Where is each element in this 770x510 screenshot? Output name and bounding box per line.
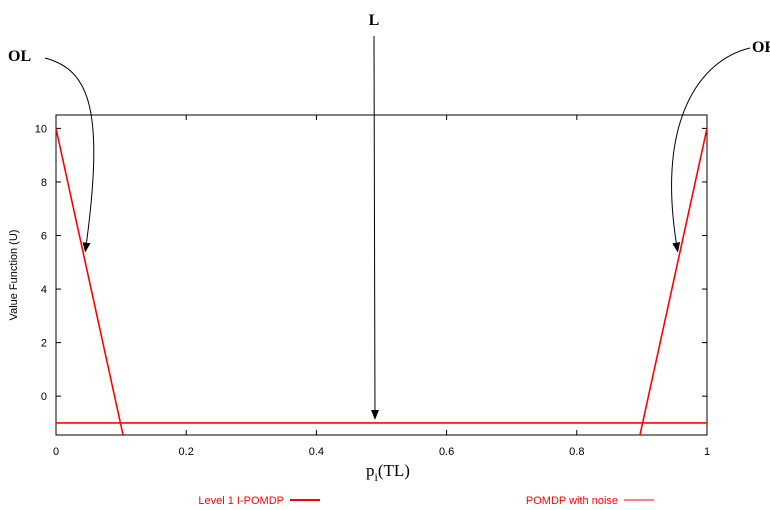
legend: Level 1 I-POMDP POMDP with noise [198, 495, 654, 507]
y-tick-label: 10 [35, 123, 47, 135]
y-tick-label: 6 [41, 231, 47, 243]
x-tick-label: 1 [704, 446, 710, 458]
annotation-label-l: L [369, 12, 380, 29]
annotation-arrow-or [671, 47, 751, 253]
y-axis: 0 2 4 6 8 10 [35, 123, 707, 403]
x-axis-label-main: p [366, 461, 375, 480]
y-axis-label: Value Function (U) [8, 230, 20, 321]
x-tick-label: 0.4 [309, 446, 324, 458]
x-tick-label: 0 [53, 446, 59, 458]
annotation-arrow-l [370, 35, 379, 420]
x-axis-label-rest: (TL) [378, 461, 410, 480]
x-axis: 0 0.2 0.4 0.6 0.8 1 [53, 115, 710, 458]
annotation-label-or: OR [752, 39, 770, 56]
annotation-label-ol: OL [8, 48, 31, 65]
y-tick-label: 0 [41, 391, 47, 403]
y-tick-label: 4 [41, 284, 47, 296]
annotation-layer: OL L OR [8, 12, 770, 420]
y-tick-label: 8 [41, 177, 47, 189]
series-layer [55, 128, 708, 436]
legend-label-pomdp-noise: POMDP with noise [526, 495, 618, 507]
plot-frame [55, 114, 708, 436]
series-0-segment-2 [639, 128, 708, 436]
x-tick-label: 0.8 [569, 446, 584, 458]
x-axis-label-subscript: i [375, 470, 379, 484]
y-tick-label: 2 [41, 338, 47, 350]
annotation-arrow-ol [44, 57, 95, 253]
legend-label-level1-ipomdp: Level 1 I-POMDP [198, 495, 284, 507]
x-tick-label: 0.2 [179, 446, 194, 458]
x-axis-label: pi(TL) [366, 461, 410, 484]
series-0-segment-0 [55, 128, 124, 436]
x-tick-label: 0.6 [439, 446, 454, 458]
